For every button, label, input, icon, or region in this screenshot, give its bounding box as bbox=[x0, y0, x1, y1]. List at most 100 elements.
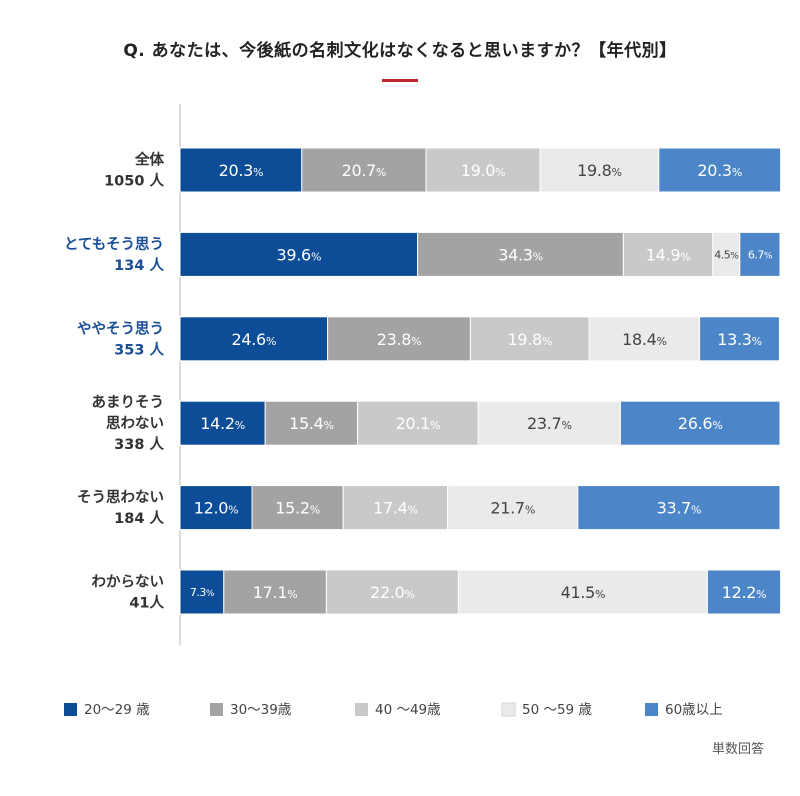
value-percent-sign: % bbox=[561, 419, 571, 432]
bar-value-label: 39.6% bbox=[277, 245, 322, 264]
bar-segment bbox=[469, 316, 590, 362]
value-number: 12.0 bbox=[194, 499, 229, 518]
value-percent-sign: % bbox=[732, 166, 742, 179]
value-number: 23.7 bbox=[527, 414, 561, 433]
category-label-line: 338 人 bbox=[114, 436, 164, 453]
bar-value-label: 4.5% bbox=[714, 248, 739, 261]
category-label: 全体 1050 人 bbox=[104, 151, 164, 190]
value-number: 33.7 bbox=[657, 499, 691, 518]
value-percent-sign: % bbox=[612, 166, 622, 179]
value-percent-sign: % bbox=[266, 335, 276, 348]
bar-value-label: 20.3% bbox=[219, 161, 264, 180]
bar-value-label: 20.1% bbox=[396, 414, 441, 433]
value-percent-sign: % bbox=[235, 419, 245, 432]
bar-value-label: 26.6% bbox=[678, 414, 723, 433]
value-number: 26.6 bbox=[678, 414, 713, 433]
legend-swatch bbox=[210, 703, 223, 716]
legend-swatch bbox=[645, 703, 658, 716]
value-percent-sign: % bbox=[405, 588, 415, 601]
value-number: 19.8 bbox=[508, 330, 543, 349]
value-percent-sign: % bbox=[495, 166, 505, 179]
legend-label: 60歳以上 bbox=[665, 702, 723, 718]
value-number: 15.2 bbox=[275, 499, 309, 518]
bar-value-label: 23.7% bbox=[527, 414, 572, 433]
value-number: 41.5 bbox=[561, 583, 595, 602]
category-label: あまりそう思わない 338 人 bbox=[92, 394, 165, 453]
value-percent-sign: % bbox=[533, 250, 543, 263]
legend-label: 50 ～59 歳 bbox=[522, 702, 592, 718]
legend-swatch bbox=[355, 703, 368, 716]
bar-value-label: 17.4% bbox=[373, 499, 418, 518]
value-percent-sign: % bbox=[408, 504, 418, 517]
bar-segment bbox=[739, 231, 781, 277]
value-number: 22.0 bbox=[370, 583, 405, 602]
bar-segment bbox=[447, 485, 579, 531]
bar-segment bbox=[699, 316, 780, 362]
category-label-line: あまりそう bbox=[92, 394, 165, 411]
bar-value-label: 15.2% bbox=[275, 499, 320, 518]
value-percent-sign: % bbox=[756, 588, 766, 601]
bar-segment bbox=[301, 147, 427, 193]
legend-swatch bbox=[64, 703, 77, 716]
value-number: 21.7 bbox=[490, 499, 524, 518]
value-percent-sign: % bbox=[287, 588, 297, 601]
value-number: 14.2 bbox=[200, 414, 234, 433]
value-number: 23.8 bbox=[377, 330, 412, 349]
category-label-line: 1050 人 bbox=[104, 173, 164, 190]
bar-value-label: 19.0% bbox=[461, 161, 506, 180]
category-label: とてもそう思う 134 人 bbox=[64, 236, 165, 274]
category-label-line: 184 人 bbox=[114, 510, 164, 527]
value-number: 19.8 bbox=[577, 161, 612, 180]
value-percent-sign: % bbox=[253, 166, 263, 179]
bar-value-label: 24.6% bbox=[232, 330, 277, 349]
bar-value-label: 12.2% bbox=[722, 583, 767, 602]
bar-segment bbox=[658, 147, 782, 193]
category-label-line: 全体 bbox=[134, 151, 164, 169]
bar-value-label: 15.4% bbox=[289, 414, 334, 433]
value-percent-sign: % bbox=[691, 504, 701, 517]
bar-segment bbox=[179, 569, 225, 615]
value-percent-sign: % bbox=[657, 335, 667, 348]
value-number: 20.3 bbox=[697, 161, 731, 180]
value-number: 7.3 bbox=[190, 586, 206, 599]
legend-label: 40 ～49歳 bbox=[375, 702, 441, 718]
value-number: 18.4 bbox=[622, 330, 657, 349]
value-number: 17.4 bbox=[373, 499, 408, 518]
category-label: ややそう思う 353 人 bbox=[77, 320, 164, 358]
value-number: 12.2 bbox=[722, 583, 756, 602]
value-number: 20.3 bbox=[219, 161, 253, 180]
bar-value-label: 7.3% bbox=[190, 586, 215, 599]
bar-value-label: 14.9% bbox=[646, 245, 691, 264]
value-percent-sign: % bbox=[430, 419, 440, 432]
category-label-line: 41人 bbox=[129, 595, 164, 612]
value-percent-sign: % bbox=[376, 166, 386, 179]
title-underline bbox=[382, 79, 418, 82]
value-percent-sign: % bbox=[752, 335, 762, 348]
bar-segment bbox=[712, 231, 741, 277]
value-percent-sign: % bbox=[525, 504, 535, 517]
value-number: 19.0 bbox=[461, 161, 496, 180]
category-label-line: 思わない bbox=[106, 415, 164, 432]
value-percent-sign: % bbox=[310, 504, 320, 517]
value-percent-sign: % bbox=[764, 251, 773, 261]
value-number: 15.4 bbox=[289, 414, 324, 433]
category-label-line: わからない bbox=[92, 574, 165, 591]
bar-segment bbox=[251, 485, 344, 531]
bar-segment bbox=[179, 231, 419, 277]
category-label: そう思わない 184 人 bbox=[77, 489, 164, 527]
value-number: 20.1 bbox=[396, 414, 430, 433]
value-percent-sign: % bbox=[324, 419, 334, 432]
value-number: 14.9 bbox=[646, 245, 681, 264]
bar-value-label: 19.8% bbox=[508, 330, 553, 349]
bar-value-label: 22.0% bbox=[370, 583, 415, 602]
bar-segment bbox=[327, 316, 471, 362]
category-label-line: ややそう思う bbox=[77, 320, 164, 337]
category-label-line: そう思わない bbox=[77, 489, 164, 506]
bar-value-label: 17.1% bbox=[253, 583, 298, 602]
bar-segment bbox=[477, 400, 621, 446]
bar-segment bbox=[457, 569, 708, 615]
value-percent-sign: % bbox=[730, 251, 739, 261]
value-number: 34.3 bbox=[498, 245, 532, 264]
bar-value-label: 20.7% bbox=[342, 161, 387, 180]
bar-segment bbox=[425, 147, 541, 193]
